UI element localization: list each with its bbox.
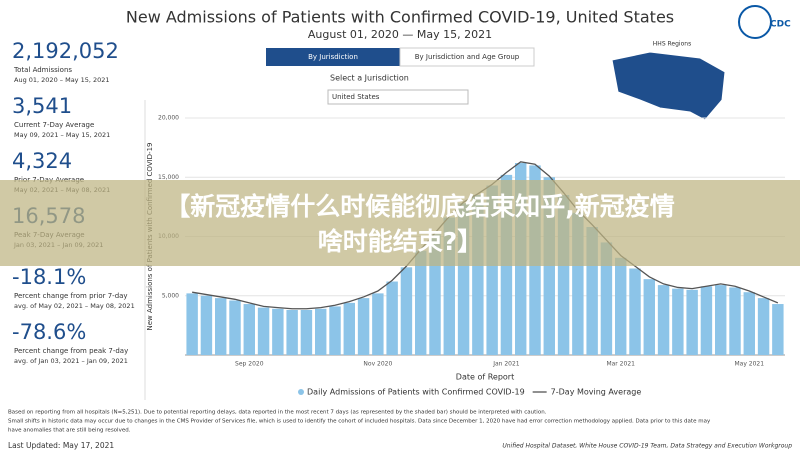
- stat-range: May 09, 2021 – May 15, 2021: [14, 131, 110, 139]
- x-tick-label: May 2021: [734, 361, 764, 368]
- banner-bg: [0, 180, 800, 266]
- bar: [486, 185, 498, 355]
- stat-value: -78.6%: [12, 320, 86, 344]
- bar: [743, 292, 755, 355]
- note: have anomalies that are still being reso…: [8, 428, 131, 434]
- stat-label: Percent change from prior 7-day: [14, 292, 128, 300]
- tab[interactable]: [399, 47, 535, 67]
- bar: [229, 300, 241, 355]
- bar: [572, 212, 584, 355]
- bar: [772, 304, 784, 355]
- y-tick-label: 15,000: [158, 174, 179, 181]
- stat-value: 4,324: [12, 149, 72, 173]
- bar: [543, 177, 555, 355]
- bar: [372, 293, 384, 355]
- bar: [629, 268, 641, 355]
- stat-range: avg. of Jan 03, 2021 – Jan 09, 2021: [14, 357, 128, 365]
- bar: [329, 306, 341, 355]
- legend-label: 7-Day Moving Average: [551, 388, 642, 397]
- select-label: Select a Jurisdiction: [330, 74, 409, 83]
- bar: [429, 234, 441, 355]
- select[interactable]: [327, 89, 469, 105]
- bar: [415, 250, 427, 355]
- stat-label: Percent change from peak 7-day: [14, 347, 128, 355]
- note: Based on reporting from all hospitals (N…: [8, 410, 547, 416]
- y-tick-label: 20,000: [158, 115, 179, 122]
- y-tick-label: 5,000: [162, 292, 179, 299]
- subtitle: August 01, 2020 — May 15, 2021: [308, 28, 492, 41]
- bar: [443, 217, 455, 355]
- bar: [386, 281, 398, 355]
- stat-range: Aug 01, 2020 – May 15, 2021: [14, 76, 110, 84]
- bar: [457, 203, 470, 355]
- x-tick-label: Jan 2021: [492, 361, 520, 368]
- stat-range: avg. of May 02, 2021 – May 08, 2021: [14, 302, 135, 310]
- legend-swatch: [298, 389, 304, 395]
- x-tick-label: Sep 2020: [235, 361, 264, 368]
- bar: [686, 289, 698, 355]
- bar: [357, 298, 370, 355]
- bar: [586, 227, 598, 355]
- bar: [700, 286, 713, 355]
- stat-label: Total Admissions: [13, 66, 72, 74]
- bar: [343, 302, 355, 355]
- bar: [300, 309, 313, 355]
- bar: [643, 279, 655, 355]
- banner-text: 【新冠疫情什么时候能彻底结束知乎,新冠疫情: [165, 192, 675, 221]
- tab-label[interactable]: By Jurisdiction: [308, 53, 358, 61]
- stat-value: 3,541: [12, 94, 72, 118]
- tab-label[interactable]: By Jurisdiction and Age Group: [415, 53, 520, 61]
- bar: [757, 298, 770, 355]
- logo-ring: [738, 5, 772, 39]
- note: Small shifts in historic data may occur …: [8, 419, 711, 425]
- bar: [400, 267, 413, 355]
- stat-value: -18.1%: [12, 265, 86, 289]
- select-value[interactable]: United States: [332, 93, 380, 101]
- bar: [557, 195, 570, 355]
- bar: [472, 195, 484, 355]
- banner-text: 啥时能结束?】: [318, 227, 483, 256]
- bar: [600, 242, 613, 355]
- logo: CDC: [770, 20, 791, 30]
- bar: [186, 293, 198, 355]
- x-tick-label: Nov 2020: [363, 361, 392, 368]
- bar: [257, 307, 270, 355]
- legend-label: Daily Admissions of Patients with Confir…: [307, 388, 525, 397]
- stat-label: Current 7-Day Average: [14, 121, 94, 129]
- title: New Admissions of Patients with Confirme…: [126, 8, 674, 27]
- bar: [672, 288, 684, 355]
- tab[interactable]: [266, 48, 400, 66]
- x-tick-label: Mar 2021: [606, 361, 635, 368]
- bar: [729, 287, 741, 355]
- bar: [200, 295, 213, 355]
- updated: Last Updated: May 17, 2021: [8, 441, 114, 450]
- bar: [272, 308, 284, 355]
- bar: [315, 308, 327, 355]
- bar: [215, 298, 227, 355]
- bar: [615, 257, 627, 355]
- bar: [243, 304, 255, 355]
- bar: [286, 309, 298, 355]
- stat-value: 2,192,052: [12, 39, 119, 63]
- x-axis-label: Date of Report: [456, 373, 514, 382]
- map[interactable]: [611, 51, 726, 121]
- source: Unified Hospital Dataset, White House CO…: [502, 443, 792, 450]
- bar: [715, 285, 727, 355]
- bar: [657, 285, 670, 355]
- map-title: HHS Regions: [653, 41, 691, 48]
